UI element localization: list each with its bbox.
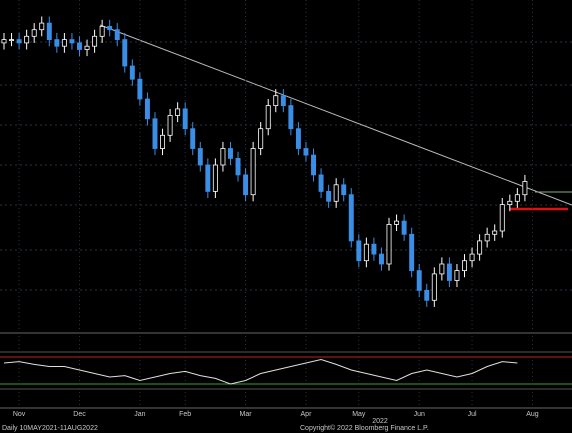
year-label: 2022 bbox=[372, 418, 388, 425]
marks: Nov Dec Jan Feb Mar Apr May Jun Jul Aug bbox=[1, 0, 539, 418]
rsi-line bbox=[3, 358, 518, 385]
candle-body bbox=[371, 243, 377, 255]
candle-body bbox=[363, 243, 369, 262]
candle-body bbox=[122, 39, 128, 67]
x-tick-label: Feb bbox=[179, 411, 191, 418]
candle-body bbox=[31, 29, 37, 37]
candle-body bbox=[416, 270, 422, 291]
x-tick-label: Jan bbox=[134, 411, 145, 418]
candle-body bbox=[507, 200, 513, 206]
x-tick-label: May bbox=[352, 411, 366, 418]
candle-body bbox=[333, 184, 339, 202]
candle-body bbox=[228, 148, 233, 159]
candle-body bbox=[469, 253, 475, 262]
x-tick-label: Dec bbox=[73, 411, 86, 418]
x-tick-label: Mar bbox=[240, 411, 253, 418]
candle-body bbox=[401, 220, 407, 235]
candle-body bbox=[235, 157, 241, 176]
candle-body bbox=[265, 105, 271, 130]
trend-line bbox=[99, 24, 572, 206]
candle-body bbox=[356, 240, 362, 262]
candle-body bbox=[61, 39, 67, 47]
candle-body bbox=[522, 181, 528, 196]
candle-body bbox=[348, 194, 354, 242]
candle-body bbox=[243, 174, 249, 196]
candle-body bbox=[129, 65, 135, 80]
footer-left: Daily 10MAY2021-11AUG2022 bbox=[2, 425, 98, 432]
candle-body bbox=[152, 118, 158, 149]
candle-body bbox=[280, 95, 286, 106]
candle-body bbox=[77, 42, 82, 50]
candle-body bbox=[439, 263, 445, 275]
candle-body bbox=[514, 194, 520, 202]
candle-body bbox=[477, 240, 483, 255]
candle-body bbox=[499, 204, 505, 232]
candle-body bbox=[250, 148, 256, 196]
x-tick-label: Aug bbox=[526, 411, 539, 418]
candle-body bbox=[409, 233, 415, 272]
candle-body bbox=[197, 148, 203, 166]
candle-body bbox=[378, 253, 384, 265]
candle-body bbox=[24, 35, 30, 44]
candle-body bbox=[160, 134, 166, 149]
candle-body bbox=[318, 174, 324, 192]
candle-body bbox=[446, 263, 452, 281]
candle-body bbox=[326, 190, 332, 202]
candle-body bbox=[492, 230, 498, 235]
candle-body bbox=[295, 128, 301, 149]
candle-body bbox=[205, 164, 211, 192]
candle-body bbox=[39, 22, 45, 31]
candle-body bbox=[1, 39, 7, 44]
candle-body bbox=[69, 39, 75, 44]
candle-body bbox=[182, 108, 188, 130]
candle-body bbox=[84, 45, 90, 50]
candle-body bbox=[424, 289, 430, 301]
candle-body bbox=[311, 154, 316, 176]
candle-body bbox=[46, 22, 52, 41]
candle-body bbox=[431, 273, 437, 301]
candle-body bbox=[175, 108, 181, 116]
candle-body bbox=[190, 128, 196, 149]
candle-body bbox=[386, 223, 392, 265]
candle-body bbox=[16, 39, 22, 44]
candle-body bbox=[54, 39, 60, 47]
candle-body bbox=[9, 39, 15, 41]
candle-body bbox=[114, 29, 120, 41]
candle-body bbox=[220, 148, 226, 166]
candle-body bbox=[99, 25, 105, 37]
candle-body bbox=[273, 95, 279, 106]
x-tick-label: Jul bbox=[468, 411, 477, 418]
candle-body bbox=[258, 128, 264, 149]
footer-right: Copyright© 2022 Bloomberg Finance L.P. bbox=[300, 424, 429, 432]
x-tick-label: Jun bbox=[414, 411, 425, 418]
candle-body bbox=[394, 220, 400, 225]
candle-body bbox=[462, 260, 467, 272]
candle-body bbox=[167, 115, 173, 136]
candle-body bbox=[454, 270, 460, 281]
candle-body bbox=[484, 233, 490, 242]
candle-body bbox=[341, 184, 347, 196]
candle-body bbox=[303, 148, 309, 156]
x-tick-label: Apr bbox=[301, 411, 313, 418]
candle-body bbox=[144, 98, 150, 120]
candle-body bbox=[107, 25, 113, 31]
background-grid bbox=[0, 41, 572, 291]
candle-body bbox=[92, 35, 98, 47]
candle-body bbox=[137, 78, 143, 100]
candle-body bbox=[212, 164, 218, 192]
x-tick-label: Nov bbox=[13, 411, 26, 418]
candle-body bbox=[288, 105, 294, 130]
